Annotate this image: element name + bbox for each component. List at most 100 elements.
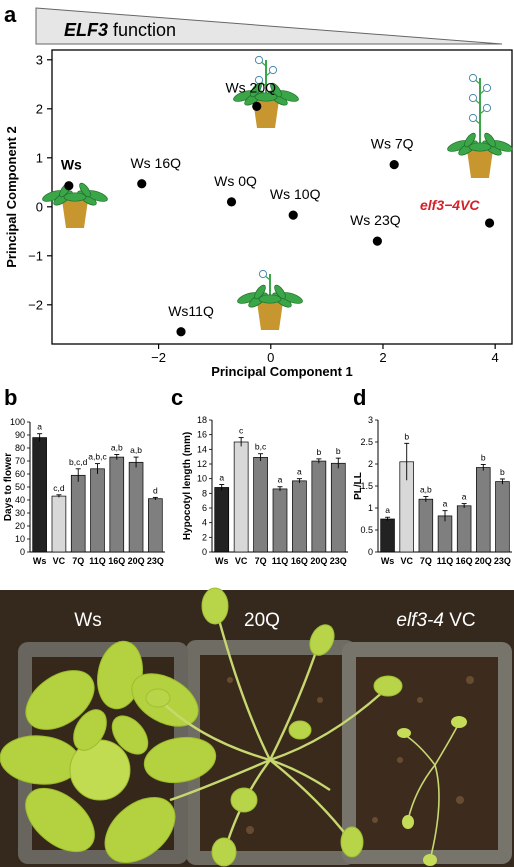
bar bbox=[292, 481, 306, 552]
significance-letter: a bbox=[278, 475, 283, 485]
pca-ylabel: Principal Component 2 bbox=[4, 126, 19, 268]
category-label: Ws bbox=[33, 556, 47, 566]
category-label: VC bbox=[400, 556, 413, 566]
category-label: 23Q bbox=[330, 556, 347, 566]
bar-ylabel: Hypocotyl length (mm) bbox=[182, 432, 193, 540]
bar bbox=[457, 506, 471, 552]
ytick-label: 12 bbox=[197, 459, 207, 469]
pca-ytick-label: −1 bbox=[28, 248, 43, 263]
ytick-label: 0 bbox=[20, 547, 25, 557]
pca-xtick-label: 2 bbox=[379, 350, 386, 365]
significance-letter: b bbox=[404, 431, 409, 441]
leaf-icon bbox=[469, 143, 491, 151]
bar bbox=[331, 463, 345, 552]
bar-ylabel: Days to flower bbox=[3, 453, 14, 521]
hypocotyl-length-chart: 0 2 4 6 8 10 12 14 16 18 a Ws c VC b,c 7Q a 11Q a 16Q b 20Q b 2… bbox=[182, 415, 348, 566]
ytick-label: 16 bbox=[197, 430, 207, 440]
bar bbox=[312, 461, 326, 552]
gradient-label: ELF3 function bbox=[64, 20, 176, 40]
pca-point-label: Ws 16Q bbox=[130, 155, 181, 171]
category-label: 7Q bbox=[420, 556, 432, 566]
flower-icon bbox=[483, 84, 490, 91]
photo-label-20q: 20Q bbox=[244, 610, 280, 631]
significance-letter: b,c bbox=[255, 442, 267, 452]
ytick-label: 8 bbox=[202, 488, 207, 498]
ytick-label: 0 bbox=[368, 547, 373, 557]
ytick-label: 2 bbox=[202, 532, 207, 542]
significance-letter: c bbox=[239, 426, 244, 436]
pot-icon bbox=[62, 200, 88, 228]
significance-letter: a bbox=[297, 467, 302, 477]
ytick-label: 80 bbox=[15, 443, 25, 453]
pca-xtick-label: −2 bbox=[151, 350, 166, 365]
significance-letter: b bbox=[481, 452, 486, 462]
significance-letter: a bbox=[443, 499, 448, 509]
pca-point bbox=[252, 102, 261, 111]
significance-letter: a bbox=[462, 492, 467, 502]
ytick-label: 0.5 bbox=[360, 525, 373, 535]
category-label: 11Q bbox=[272, 556, 289, 566]
plants-photo: Ws 20Q elf3-4 VC bbox=[0, 588, 514, 867]
flower-icon bbox=[255, 56, 262, 63]
pca-point bbox=[227, 197, 236, 206]
pca-xtick-label: 4 bbox=[492, 350, 499, 365]
significance-letter: a,b bbox=[130, 445, 142, 455]
category-label: Ws bbox=[381, 556, 395, 566]
flower-icon bbox=[469, 94, 476, 101]
pca-point bbox=[373, 237, 382, 246]
bar bbox=[438, 516, 452, 552]
bar bbox=[129, 462, 143, 552]
panel-letter-d: d bbox=[353, 385, 366, 410]
significance-letter: a bbox=[219, 473, 224, 483]
ytick-label: 4 bbox=[202, 518, 207, 528]
pca-point bbox=[485, 218, 494, 227]
category-label: 16Q bbox=[456, 556, 473, 566]
ytick-label: 10 bbox=[197, 474, 207, 484]
ytick-label: 0 bbox=[202, 547, 207, 557]
flower-icon bbox=[483, 104, 490, 111]
photo-label-elf3: elf3-4 VC bbox=[396, 610, 475, 631]
pl-ll-chart: 00.511.522.53aWsbVCa,b7Qa11Qa16Qb20Qb23Q… bbox=[353, 415, 512, 566]
bar bbox=[71, 475, 85, 552]
photo-label-elf3-italic: elf3-4 bbox=[396, 610, 444, 631]
significance-letter: b bbox=[316, 447, 321, 457]
pca-point bbox=[176, 327, 185, 336]
pca-point-label: Ws 23Q bbox=[350, 212, 401, 228]
significance-letter: d bbox=[153, 485, 158, 495]
ytick-label: 70 bbox=[15, 456, 25, 466]
ytick-label: 30 bbox=[15, 508, 25, 518]
significance-letter: b,c,d bbox=[69, 457, 88, 467]
category-label: 16Q bbox=[108, 556, 125, 566]
ytick-label: 14 bbox=[197, 444, 207, 454]
significance-letter: a,b,c bbox=[88, 452, 107, 462]
category-label: 20Q bbox=[128, 556, 145, 566]
bar bbox=[148, 499, 162, 552]
ytick-label: 2 bbox=[368, 459, 373, 469]
ytick-label: 100 bbox=[10, 417, 25, 427]
category-label: 23Q bbox=[147, 556, 164, 566]
bar bbox=[496, 482, 510, 552]
significance-letter: b bbox=[336, 446, 341, 456]
category-label: 11Q bbox=[437, 556, 454, 566]
pca-ytick-label: 1 bbox=[36, 150, 43, 165]
pca-point-label: Ws11Q bbox=[168, 303, 214, 319]
category-label: Ws bbox=[215, 556, 229, 566]
pca-ytick-label: 0 bbox=[36, 199, 43, 214]
bar-ylabel: PL/LL bbox=[353, 472, 364, 500]
pca-point-label: Ws bbox=[61, 157, 82, 173]
panel-letter-b: b bbox=[4, 385, 17, 410]
pca-ytick-label: 3 bbox=[36, 52, 43, 67]
bar bbox=[254, 457, 268, 552]
ytick-label: 18 bbox=[197, 415, 207, 425]
ytick-label: 40 bbox=[15, 495, 25, 505]
category-label: 16Q bbox=[291, 556, 308, 566]
pca-point bbox=[390, 160, 399, 169]
significance-letter: c,d bbox=[53, 483, 65, 493]
pca-ytick-label: 2 bbox=[36, 101, 43, 116]
ytick-label: 50 bbox=[15, 482, 25, 492]
bar bbox=[234, 442, 248, 552]
significance-letter: a bbox=[385, 505, 390, 515]
ytick-label: 60 bbox=[15, 469, 25, 479]
pca-chart: −2 0 2 4−2−10123 Ws Ws 16QWs 20QWs 0QWs 10QW… bbox=[4, 50, 514, 379]
bar bbox=[91, 469, 105, 552]
